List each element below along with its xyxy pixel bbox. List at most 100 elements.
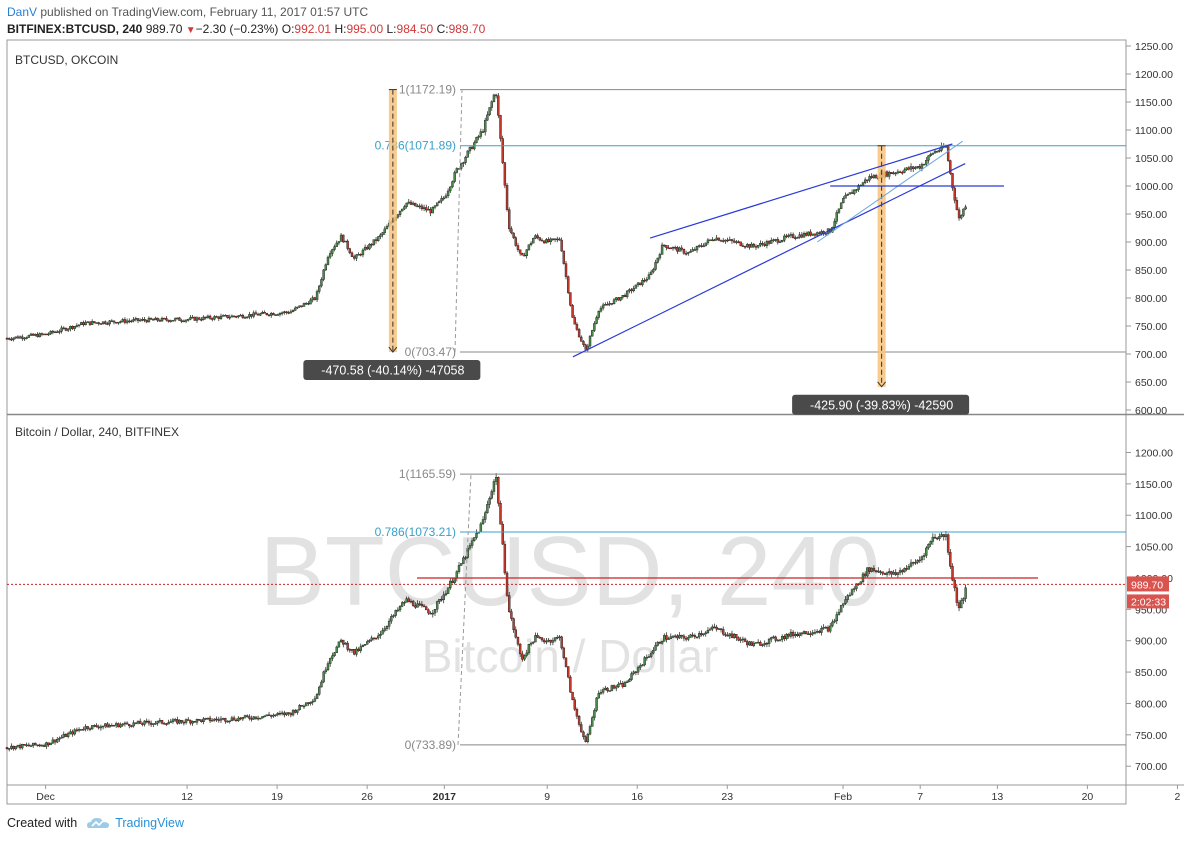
time-axis-label: 9 (544, 791, 550, 803)
candle-down (494, 94, 498, 97)
time-axis-label: 19 (271, 791, 283, 803)
candle-down (547, 239, 550, 243)
candle-down (682, 635, 686, 639)
candle-up (774, 239, 777, 241)
candle-down (719, 628, 723, 630)
candle-up (339, 234, 343, 242)
candle-up (211, 720, 214, 722)
watermark-description: Bitcoin / Dollar (422, 630, 719, 682)
candle-down (346, 240, 349, 249)
candle-up (484, 512, 487, 520)
candle-up (708, 239, 712, 241)
candle-up (783, 235, 786, 241)
candle-up (108, 320, 111, 325)
candle-down (106, 723, 109, 728)
candle-up (158, 720, 162, 722)
candle-down (143, 319, 146, 321)
candle-up (853, 588, 856, 590)
close-value: 989.70 (448, 22, 486, 36)
candle-up (42, 333, 46, 336)
candle-up (853, 189, 856, 194)
candle-up (866, 567, 869, 577)
countdown-badge (1127, 594, 1169, 609)
candle-down (942, 534, 945, 538)
candle-up (152, 723, 155, 725)
candle-up (663, 635, 666, 642)
candle-up (385, 626, 389, 629)
candle-down (730, 633, 734, 638)
candle-up (964, 206, 967, 210)
candle-down (868, 567, 871, 572)
candle-down (211, 318, 214, 320)
candle-down (27, 744, 31, 747)
candle-up (887, 172, 891, 177)
candle-down (370, 243, 373, 246)
time-axis-label: 12 (181, 791, 193, 803)
candle-up (53, 331, 57, 334)
candle-down (564, 657, 568, 667)
candle-up (117, 321, 120, 324)
candle-up (132, 722, 135, 727)
candle-up (916, 560, 919, 563)
candle-down (676, 635, 679, 639)
candle-down (287, 312, 290, 314)
candle-down (425, 606, 428, 611)
time-axis-label: 2 (1175, 791, 1181, 803)
candle-up (455, 571, 459, 579)
candle-up (252, 312, 255, 317)
price-axis-label: 1000.00 (1135, 181, 1173, 193)
candle-up (671, 636, 675, 638)
candle-up (645, 657, 649, 659)
candle-down (346, 642, 349, 650)
candle-up (324, 669, 328, 673)
author-link[interactable]: DanV (7, 5, 38, 19)
price-axis-label: 1200.00 (1135, 448, 1173, 460)
candle-down (165, 723, 168, 725)
high-label: H: (334, 22, 347, 36)
bottom-pane[interactable]: 1200.001150.001100.001050.001000.00950.0… (5, 448, 1173, 774)
top-pane[interactable]: 1250.00 1200.00 1150.00 1100.00 1050.00 1000.… (5, 41, 1173, 417)
candle-down (717, 237, 721, 241)
time-axis-label: 7 (917, 791, 923, 803)
candle-down (409, 201, 413, 205)
candle-up (885, 572, 889, 575)
time-axis-label: 20 (1082, 791, 1094, 803)
tradingview-link[interactable]: TradingView (115, 816, 184, 830)
candle-down (497, 477, 500, 504)
candle-up (855, 583, 858, 589)
candle-up (960, 215, 963, 219)
candle-up (75, 325, 79, 327)
candle-up (291, 710, 295, 716)
candle-down (197, 317, 201, 320)
candle-down (918, 166, 921, 169)
candle-up (628, 679, 631, 683)
candle-down (160, 720, 164, 724)
candle-up (702, 633, 705, 636)
candle-up (475, 533, 478, 538)
candle-down (796, 634, 799, 637)
candle-up (387, 620, 391, 627)
candle-up (527, 644, 531, 654)
candle-up (925, 160, 928, 165)
candle-up (903, 568, 906, 573)
candle-up (754, 642, 758, 644)
candle-up (296, 306, 299, 309)
candle-up (274, 314, 277, 316)
candle-up (892, 172, 895, 175)
candle-up (256, 717, 260, 720)
candle-up (25, 337, 28, 339)
candle-down (791, 631, 795, 637)
candle-down (182, 320, 186, 323)
candle-up (38, 333, 41, 338)
candle-up (276, 314, 279, 316)
candle-down (123, 319, 127, 323)
candle-down (254, 716, 258, 719)
candle-up (154, 317, 157, 321)
candle-up (121, 723, 124, 726)
candle-down (542, 639, 546, 643)
fib-level-label: 1(1172.19) (399, 83, 456, 97)
candle-up (416, 205, 419, 208)
candle-down (582, 341, 585, 345)
candle-down (700, 633, 703, 636)
